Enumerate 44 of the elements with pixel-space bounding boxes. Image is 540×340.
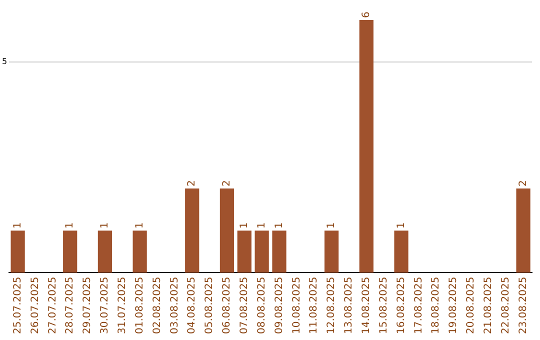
data-label: 2 (222, 180, 233, 186)
x-tick-label: 05.08.2025 (204, 276, 216, 334)
data-label: 1 (274, 222, 285, 229)
x-tick-label: 06.08.2025 (222, 276, 233, 334)
x-tick-label: 15.08.2025 (378, 276, 390, 334)
x-tick-label: 13.08.2025 (344, 276, 355, 334)
x-tick-label: 11.08.2025 (308, 276, 320, 334)
x-tick-label: 29.07.2025 (82, 276, 94, 334)
x-tick-label: 04.08.2025 (186, 276, 198, 334)
data-label: 1 (256, 222, 268, 229)
data-label: 1 (12, 222, 24, 229)
x-tick-label: 16.08.2025 (396, 276, 407, 334)
x-tick-label: 27.07.2025 (47, 276, 58, 334)
data-label: 2 (186, 180, 198, 186)
data-label: 1 (326, 222, 338, 229)
data-label: 1 (238, 222, 250, 229)
data-label: 1 (396, 222, 407, 229)
x-tick-label: 09.08.2025 (274, 276, 285, 334)
x-tick-label: 21.08.2025 (483, 276, 494, 334)
x-tick-label: 26.07.2025 (30, 276, 41, 334)
x-tick-label: 08.08.2025 (256, 276, 268, 334)
data-label: 1 (134, 222, 146, 229)
data-label: 1 (64, 222, 76, 229)
x-tick-label: 02.08.2025 (152, 276, 163, 334)
x-tick-label: 03.08.2025 (169, 276, 180, 334)
x-tick-label: 20.08.2025 (466, 276, 477, 334)
x-tick-label: 25.07.2025 (12, 276, 24, 334)
x-tick-label: 22.08.2025 (500, 276, 512, 334)
y-tick-label: 5 (2, 57, 8, 66)
x-tick-label: 17.08.2025 (413, 276, 424, 334)
x-tick-label: 10.08.2025 (291, 276, 302, 334)
data-label: 1 (100, 222, 111, 229)
data-label: 2 (518, 180, 529, 186)
x-tick-label: 01.08.2025 (134, 276, 146, 334)
x-tick-label: 07.08.2025 (238, 276, 250, 334)
x-tick-label: 19.08.2025 (448, 276, 460, 334)
x-tick-label: 18.08.2025 (430, 276, 442, 334)
x-tick-label: 30.07.2025 (100, 276, 111, 334)
x-tick-label: 14.08.2025 (361, 276, 372, 334)
x-tick-label: 23.08.2025 (518, 276, 529, 334)
x-tick-label: 12.08.2025 (326, 276, 338, 334)
data-label: 6 (361, 12, 372, 18)
x-tick-label: 28.07.2025 (64, 276, 76, 334)
x-tick-label: 31.07.2025 (116, 276, 128, 334)
